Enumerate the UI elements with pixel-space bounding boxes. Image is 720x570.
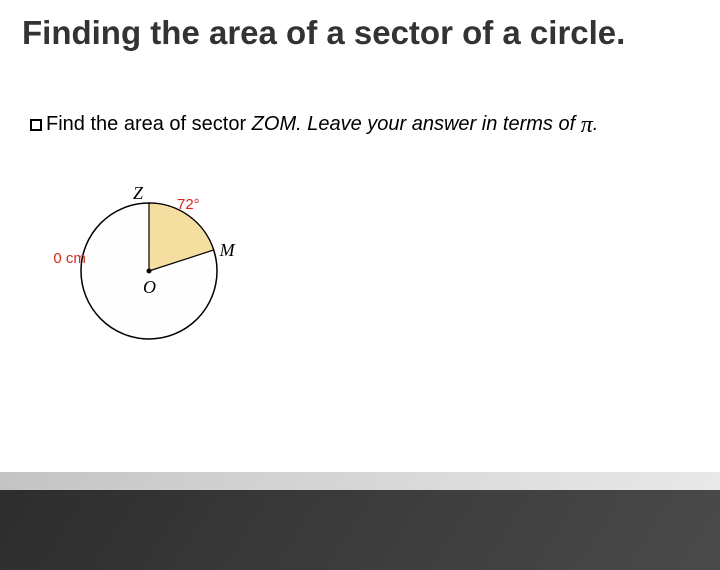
bullet-square-icon [30,119,42,131]
text-sector: ZOM. [252,113,302,135]
svg-text:72°: 72° [177,196,200,213]
svg-text:20 cm: 20 cm [54,250,86,267]
page-title: Finding the area of a sector of a circle… [22,14,680,52]
circle-sector-diagram: Z M O 72° 20 cm [54,176,254,346]
text-mid1: the area of sector [85,113,252,135]
text-prefix: Find [46,113,85,135]
svg-text:Z: Z [133,183,144,203]
text-suffix: . [593,113,599,135]
svg-text:M: M [219,240,236,260]
text-mid2: Leave your answer in terms of [302,113,581,135]
svg-text:O: O [143,277,156,297]
footer-decoration [0,480,720,570]
pi-icon: π [581,112,593,138]
problem-text: Find the area of sector ZOM. Leave your … [30,110,680,141]
